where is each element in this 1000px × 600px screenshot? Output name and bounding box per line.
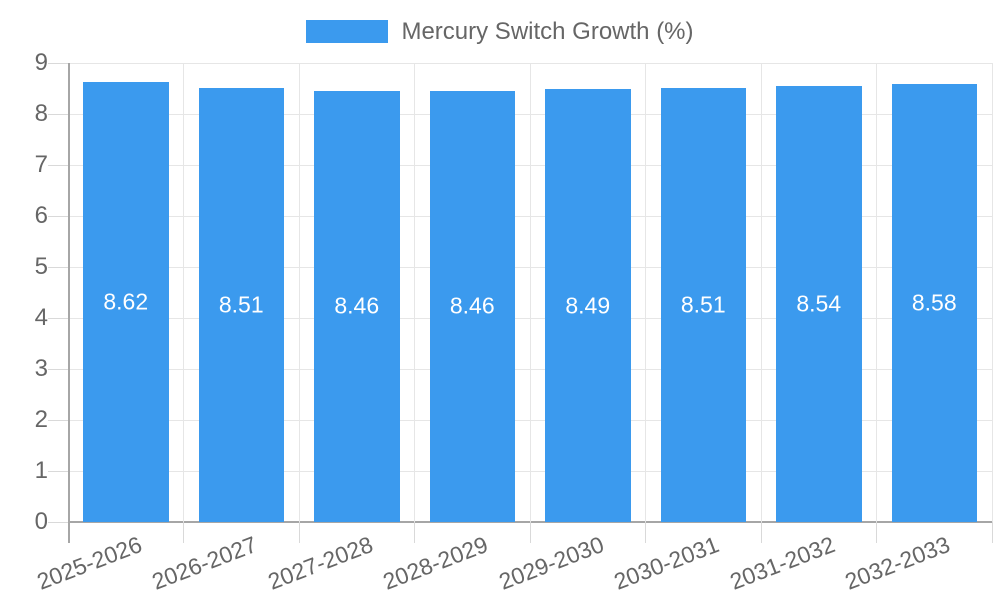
x-tick-mark <box>298 522 300 543</box>
bar-value-label: 8.51 <box>680 291 726 318</box>
y-axis-tick-label: 0 <box>34 508 48 535</box>
x-tick-mark <box>68 522 70 543</box>
y-tick-mark <box>48 215 68 217</box>
x-axis-category-label: 2030-2031 <box>610 531 723 595</box>
bar-value-label: 8.51 <box>218 291 264 318</box>
y-axis-tick-label: 8 <box>34 100 48 127</box>
y-tick-mark <box>48 419 68 421</box>
legend-label: Mercury Switch Growth (%) <box>401 18 694 45</box>
x-gridline <box>991 63 993 522</box>
x-tick-mark <box>876 522 877 543</box>
bar: 8.51 <box>198 88 284 522</box>
x-tick-mark <box>991 522 993 543</box>
bar-value-label: 8.46 <box>449 292 495 319</box>
x-tick-mark <box>529 522 531 543</box>
bar: 8.46 <box>314 90 400 522</box>
y-tick-mark <box>48 521 68 523</box>
y-axis-line <box>68 63 70 522</box>
y-axis-tick-label: 4 <box>34 304 48 331</box>
bar: 8.54 <box>776 86 862 522</box>
y-tick-mark <box>48 62 68 64</box>
x-gridline <box>183 63 184 522</box>
x-axis-category-label: 2025-2026 <box>33 531 146 595</box>
bar: 8.46 <box>429 90 515 522</box>
bar-value-label: 8.62 <box>103 288 149 315</box>
bar-value-label: 8.54 <box>796 290 842 317</box>
x-gridline <box>645 63 646 522</box>
x-axis-category-label: 2026-2027 <box>148 531 261 595</box>
x-gridline <box>298 63 300 522</box>
bar: 8.58 <box>891 84 977 522</box>
x-gridline <box>876 63 877 522</box>
y-axis-tick-label: 7 <box>34 151 48 178</box>
y-tick-mark <box>48 317 68 319</box>
x-axis-category-label: 2032-2033 <box>841 531 954 595</box>
y-axis-tick-label: 9 <box>34 49 48 76</box>
x-gridline <box>414 63 415 522</box>
bar: 8.62 <box>83 82 169 522</box>
x-tick-mark <box>645 522 646 543</box>
x-gridline <box>529 63 531 522</box>
x-axis-category-label: 2028-2029 <box>379 531 492 595</box>
y-axis-tick-label: 2 <box>34 406 48 433</box>
x-axis-category-label: 2027-2028 <box>264 531 377 595</box>
bar-value-label: 8.58 <box>911 289 957 316</box>
y-tick-mark <box>48 368 68 370</box>
y-tick-mark <box>48 164 68 166</box>
legend-item-mercury-switch-growth[interactable]: Mercury Switch Growth (%) <box>306 18 694 45</box>
bar-value-label: 8.46 <box>334 292 380 319</box>
x-axis-category-label: 2029-2030 <box>495 531 608 595</box>
x-axis-category-label: 2031-2032 <box>726 531 839 595</box>
y-axis-tick-label: 6 <box>34 202 48 229</box>
x-tick-mark <box>760 522 762 543</box>
chart-legend: Mercury Switch Growth (%) <box>0 19 1000 44</box>
legend-swatch <box>306 20 389 43</box>
y-tick-mark <box>48 266 68 268</box>
y-axis-tick-label: 5 <box>34 253 48 280</box>
y-tick-mark <box>48 113 68 115</box>
x-gridline <box>760 63 762 522</box>
plot-area: 8.62 8.51 8.46 8.46 8.49 8.51 8.54 8.58 <box>68 62 993 523</box>
y-axis-tick-label: 3 <box>34 355 48 382</box>
bar: 8.51 <box>660 88 746 522</box>
bar: 8.49 <box>545 89 631 522</box>
bar-value-label: 8.49 <box>565 292 611 318</box>
x-tick-mark <box>414 522 415 543</box>
y-axis-tick-label: 1 <box>34 457 48 484</box>
x-tick-mark <box>183 522 184 543</box>
y-tick-mark <box>48 470 68 472</box>
